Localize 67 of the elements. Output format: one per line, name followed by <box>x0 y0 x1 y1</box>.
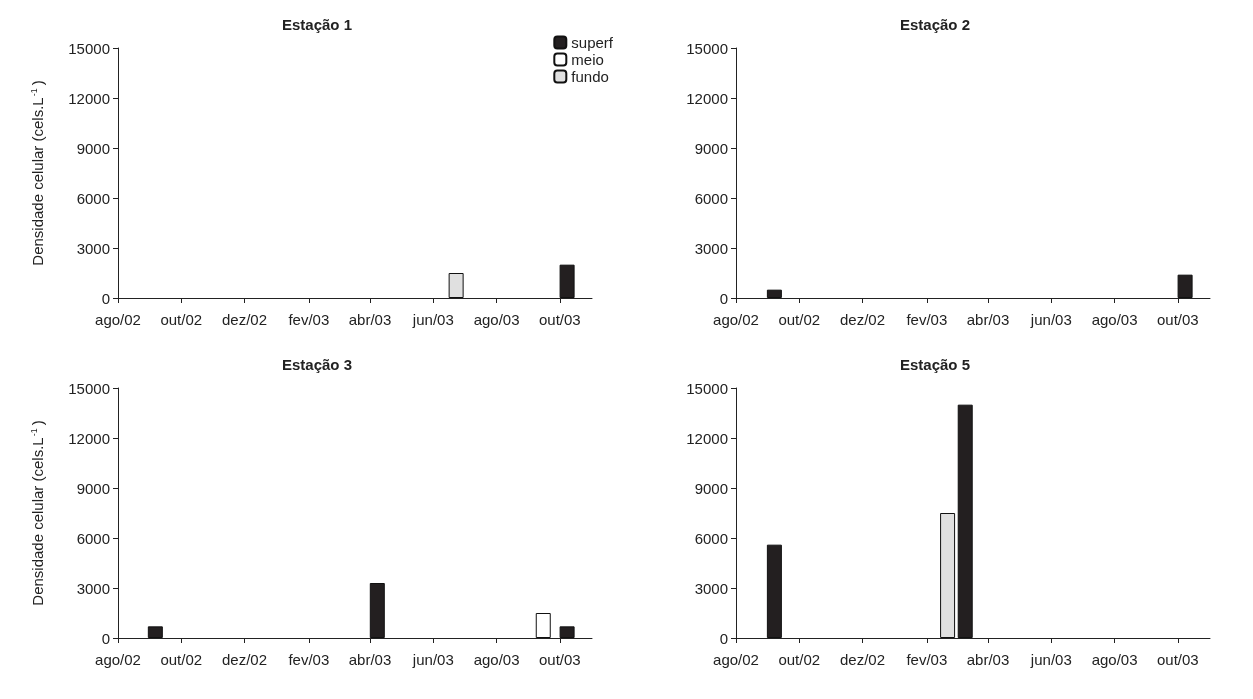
y-tick-label: 15000 <box>686 39 728 57</box>
x-tick-label: fev/03 <box>288 311 330 328</box>
y-tick-label: 12000 <box>68 89 110 107</box>
x-tick-label: jun/03 <box>1029 651 1072 668</box>
y-tick-label: 3000 <box>76 579 110 597</box>
y-tick-label: 15000 <box>68 39 110 57</box>
x-tick-label: abr/03 <box>966 311 1010 328</box>
x-tick-label: ago/02 <box>95 651 141 668</box>
y-tick-label: 3000 <box>694 579 728 597</box>
y-tick-label: 6000 <box>76 529 110 547</box>
x-tick-label: ago/03 <box>473 651 520 668</box>
y-axis-title: Densidade celular (cels.L-1) <box>28 420 46 606</box>
x-tick-label: jun/03 <box>1029 311 1072 328</box>
y-tick-label: 12000 <box>68 429 110 447</box>
x-tick-label: jun/03 <box>411 651 454 668</box>
chart-title: Estação 1 <box>281 16 353 33</box>
x-tick-label: out/03 <box>538 311 581 328</box>
y-tick-label: 6000 <box>694 529 728 547</box>
y-tick-label: 0 <box>101 289 110 307</box>
x-tick-label: ago/02 <box>713 651 759 668</box>
x-tick-label: out/02 <box>778 651 821 668</box>
x-tick-label: dez/02 <box>222 311 268 328</box>
x-tick-label: out/02 <box>778 311 821 328</box>
y-tick-label: 12000 <box>686 429 728 447</box>
y-tick-label: 3000 <box>694 239 728 257</box>
y-tick-label: 0 <box>719 629 728 647</box>
legend-label: superf <box>571 34 614 51</box>
x-tick-label: abr/03 <box>348 651 392 668</box>
x-tick-label: fev/03 <box>288 651 330 668</box>
x-tick-label: dez/02 <box>222 651 268 668</box>
x-tick-label: ago/03 <box>1091 651 1138 668</box>
y-axis-title: Densidade celular (cels.L-1) <box>28 80 46 266</box>
y-tick-label: 6000 <box>76 189 110 207</box>
y-tick-label: 9000 <box>694 479 728 497</box>
x-tick-label: ago/02 <box>95 311 141 328</box>
x-tick-label: out/03 <box>1156 311 1199 328</box>
bar <box>940 513 956 638</box>
y-tick-label: 3000 <box>76 239 110 257</box>
x-tick-label: jun/03 <box>411 311 454 328</box>
y-tick-label: 9000 <box>76 479 110 497</box>
x-tick-label: out/03 <box>1156 651 1199 668</box>
y-tick-label: 9000 <box>694 139 728 157</box>
y-tick-label: 9000 <box>76 139 110 157</box>
x-tick-label: out/02 <box>160 651 203 668</box>
x-tick-label: dez/02 <box>840 311 886 328</box>
chart-title: Estação 3 <box>281 356 353 373</box>
x-tick-label: abr/03 <box>966 651 1010 668</box>
y-tick-label: 12000 <box>686 89 728 107</box>
y-tick-label: 6000 <box>694 189 728 207</box>
x-tick-label: abr/03 <box>348 311 392 328</box>
bar <box>535 613 551 638</box>
y-tick-label: 15000 <box>686 379 728 397</box>
x-tick-label: ago/03 <box>1091 311 1138 328</box>
legend-label: fundo <box>571 68 609 85</box>
x-tick-label: fev/03 <box>906 651 948 668</box>
legend-label: meio <box>571 51 604 68</box>
y-tick-label: 15000 <box>68 379 110 397</box>
chart-title: Estação 2 <box>899 16 971 33</box>
y-tick-label: 0 <box>719 289 728 307</box>
x-tick-label: out/03 <box>538 651 581 668</box>
x-tick-label: out/02 <box>160 311 203 328</box>
x-tick-label: ago/03 <box>473 311 520 328</box>
chart-title: Estação 5 <box>899 356 971 373</box>
x-tick-label: dez/02 <box>840 651 886 668</box>
x-tick-label: ago/02 <box>713 311 759 328</box>
x-tick-label: fev/03 <box>906 311 948 328</box>
y-tick-label: 0 <box>101 629 110 647</box>
